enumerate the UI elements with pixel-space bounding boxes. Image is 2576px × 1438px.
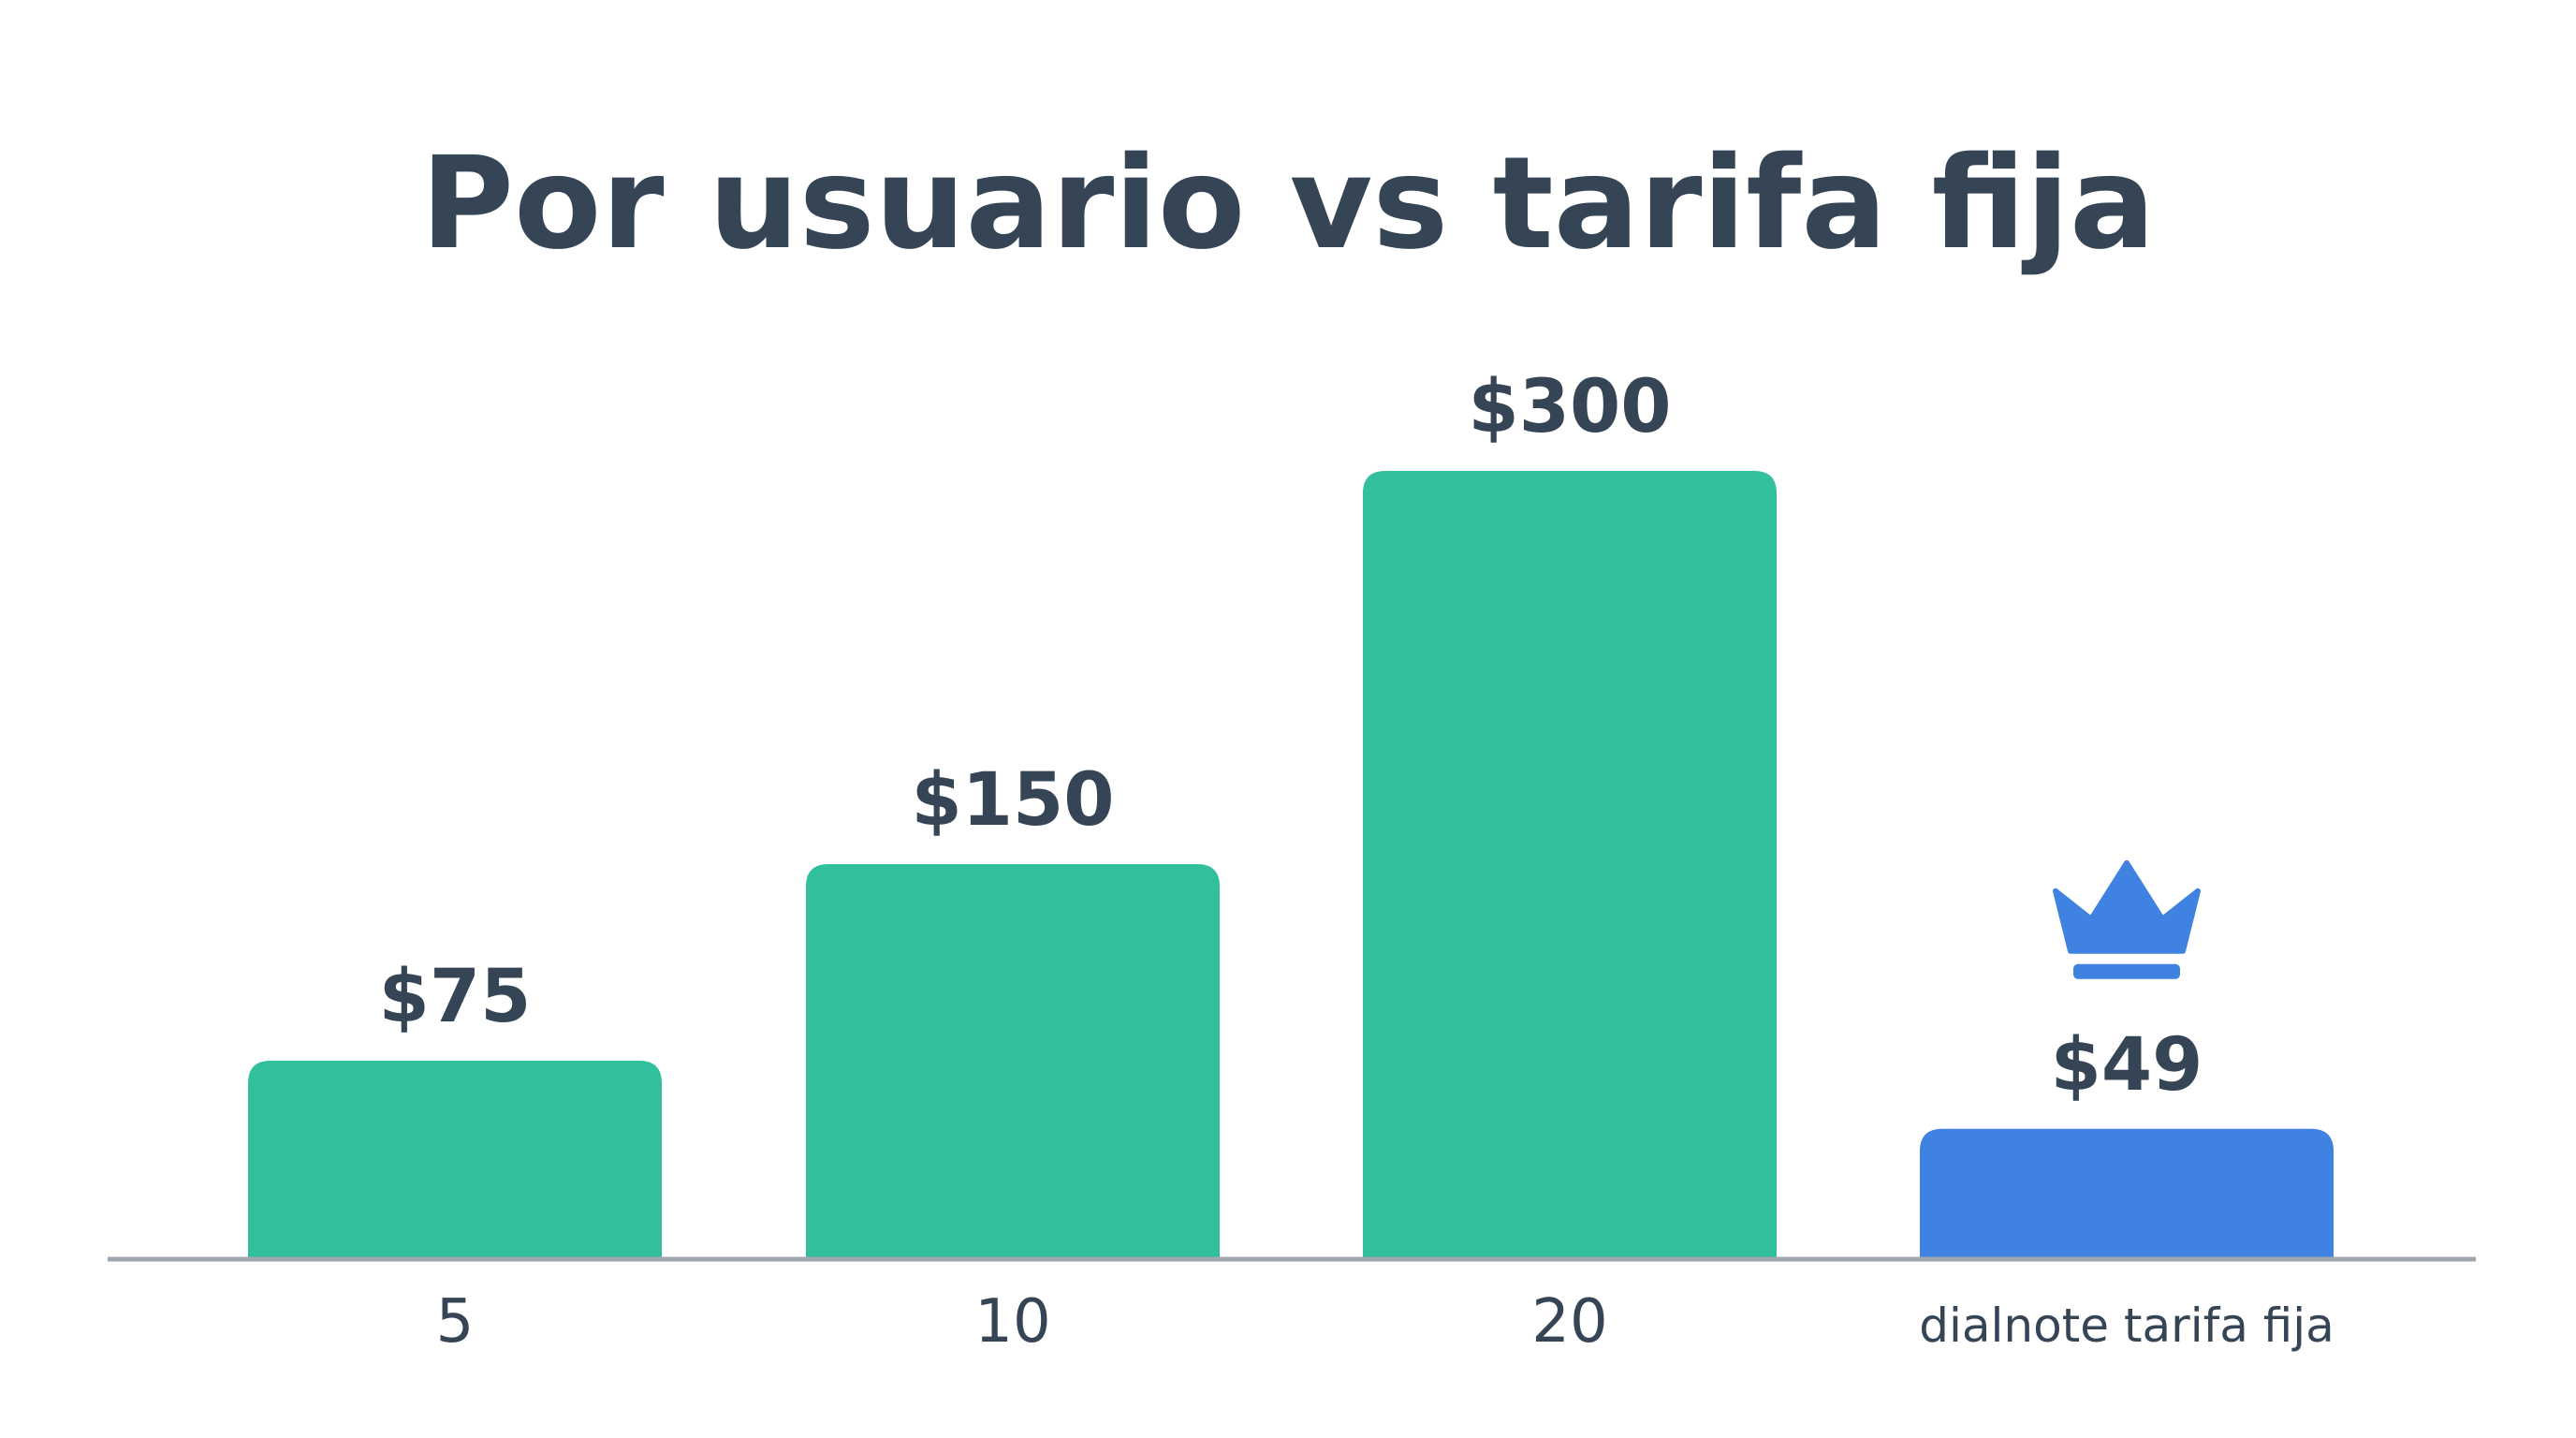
value-label: $150 (911, 758, 1114, 843)
value-label: $49 (2051, 1023, 2203, 1108)
bar-dialnote-tarifa-fija (1920, 1128, 2334, 1257)
crown-shape (2053, 859, 2201, 954)
crown-icon (2053, 859, 2201, 979)
category-label: 10 (974, 1287, 1050, 1357)
chart-title: Por usuario vs tarifa fija (420, 130, 2155, 278)
bar-20 (1363, 471, 1777, 1257)
value-label: $75 (379, 955, 532, 1039)
crown-band (2073, 963, 2180, 979)
category-label: 20 (1531, 1287, 1607, 1357)
labels-group: $75 5 $150 10 $300 20 $49 dialnote tarifa fija (379, 365, 2334, 1357)
category-label: dialnote tarifa fija (1919, 1299, 2334, 1353)
category-label: 5 (436, 1287, 475, 1357)
bar-5 (248, 1061, 662, 1257)
value-label: $300 (1468, 365, 1671, 449)
bar-10 (806, 864, 1220, 1257)
bars-group (248, 471, 2334, 1257)
